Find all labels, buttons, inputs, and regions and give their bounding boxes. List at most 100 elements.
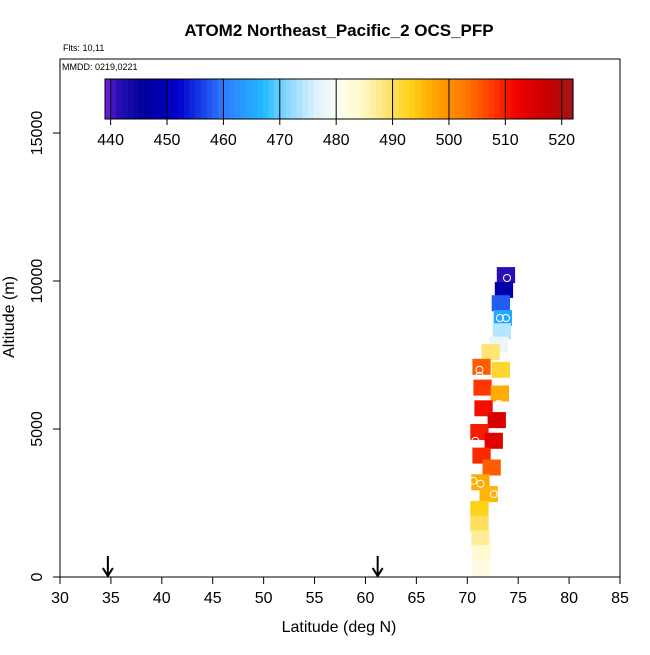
colorbar-segment [398, 79, 405, 119]
colorbar-segment [375, 79, 382, 119]
colorbar-tick-label: 520 [548, 132, 575, 149]
colorbar-segment [223, 79, 230, 119]
colorbar-segment [200, 79, 208, 119]
colorbar-segment [183, 79, 191, 119]
colorbar-segment [539, 79, 546, 119]
colorbar-segment [437, 79, 444, 119]
colorbar-tick-label: 500 [436, 132, 463, 149]
heatmap-cell [470, 515, 489, 532]
colorbar-segment [138, 79, 146, 119]
colorbar-segment [420, 79, 427, 119]
heatmap-cell [492, 323, 511, 340]
heatmap-cell [481, 344, 500, 360]
colorbar-segment [494, 79, 501, 119]
x-tick-label: 85 [611, 590, 629, 607]
colorbar-segment [302, 79, 309, 119]
colorbar-segment [268, 79, 275, 119]
colorbar-segment [313, 79, 320, 119]
sample-point [502, 314, 510, 322]
x-tick-label: 60 [357, 590, 375, 607]
colorbar-segment [347, 79, 354, 119]
colorbar-segment [229, 79, 236, 119]
x-tick-label: 50 [255, 590, 273, 607]
heatmap-cell [479, 486, 498, 503]
heatmap-cell [470, 424, 489, 440]
colorbar-segment [358, 79, 365, 119]
colorbar-segment [516, 79, 523, 119]
colorbar-segment [550, 79, 557, 119]
colorbar-segment [505, 79, 512, 119]
x-axis-label: Latitude (deg N) [282, 619, 397, 636]
colorbar-segment [381, 79, 388, 119]
heatmap-cell [471, 530, 490, 547]
y-tick-label: 0 [29, 572, 46, 581]
colorbar-segment [336, 79, 343, 119]
x-tick-label: 35 [102, 590, 120, 607]
axes: 30 35 40 45 50 55 60 65 70 75 80 85 0 5000 10000 15000 [29, 111, 629, 607]
x-tick-label: 45 [204, 590, 222, 607]
colorbar-segment [279, 79, 287, 119]
colorbar-segment [533, 79, 540, 119]
colorbar-segment [296, 79, 303, 119]
colorbar-segment [234, 79, 241, 119]
colorbar-segment [527, 79, 535, 119]
colorbar-tick-label: 450 [154, 132, 181, 149]
colorbar-segment [567, 79, 574, 119]
colorbar-segment [285, 79, 292, 119]
flights-label: Flts: 10,11 [63, 43, 104, 53]
colorbar-segment [341, 79, 349, 119]
colorbar-segment [240, 79, 247, 119]
colorbar-segment [195, 79, 202, 119]
colorbar-segment [212, 79, 219, 119]
chart-title: ATOM2 Northeast_Pacific_2 OCS_PFP [184, 21, 493, 40]
x-tick-label: 80 [560, 590, 578, 607]
colorbar-segment [178, 79, 185, 119]
colorbar-segment [426, 79, 433, 119]
colorbar-segment [488, 79, 495, 119]
colorbar-segment [392, 79, 399, 119]
colorbar-segment [370, 79, 377, 119]
colorbar-segment [510, 79, 518, 119]
x-tick-label: 30 [51, 590, 69, 607]
x-tick-label: 55 [306, 590, 324, 607]
colorbar-tick-label: 490 [379, 132, 406, 149]
heatmap-cell [491, 361, 510, 378]
colorbar-segment [454, 79, 461, 119]
colorbar-segment [307, 79, 315, 119]
colorbar-tick-label: 440 [97, 132, 124, 149]
heatmap-cell [491, 295, 510, 312]
heatmap-cell [470, 500, 489, 517]
colorbar-segment [556, 79, 563, 119]
heatmap-cell [484, 432, 503, 449]
sample-points [469, 274, 511, 499]
colorbar-segment [189, 79, 196, 119]
x-tick-label: 65 [407, 590, 425, 607]
colorbar-segment [353, 79, 360, 119]
heatmap-cell [473, 379, 492, 396]
y-tick-label: 5000 [29, 411, 46, 447]
sample-point [471, 436, 480, 445]
colorbar-segment [150, 79, 157, 119]
colorbar-segment [167, 79, 174, 119]
colorbar-segment [206, 79, 213, 119]
colorbar-segment [172, 79, 179, 119]
y-axis-label: Altitude (m) [1, 276, 18, 358]
colorbar-segment [319, 79, 326, 119]
colorbar-segment [127, 79, 134, 119]
colorbar-segment [274, 79, 281, 119]
colorbar-segment [110, 79, 117, 119]
flight-arrow-head [371, 567, 384, 578]
colorbar-segment [544, 79, 552, 119]
colorbar-segment [116, 79, 123, 119]
colorbar-segment [251, 79, 258, 119]
colorbar-segment [364, 79, 371, 119]
flight-arrows [102, 556, 384, 578]
colorbar-segment [477, 79, 484, 119]
dates-label: MMDD: 0219,0221 [62, 62, 138, 72]
colorbar-segment [471, 79, 478, 119]
heatmap-cell [494, 281, 514, 298]
sample-point [476, 479, 485, 488]
colorbar-segment [257, 79, 264, 119]
colorbar: 440 450 460 470 480 490 500 510 520 [97, 78, 575, 149]
